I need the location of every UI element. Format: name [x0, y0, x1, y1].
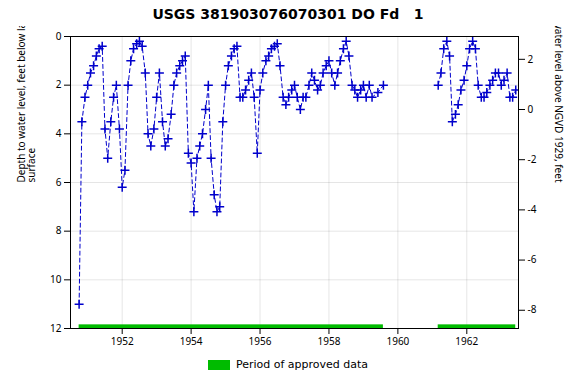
svg-text:6: 6: [56, 175, 62, 189]
svg-text:Groundwater level above NGVD 1: Groundwater level above NGVD 1929, feet: [552, 26, 566, 183]
svg-text:8: 8: [56, 223, 62, 237]
svg-text:1956: 1956: [249, 334, 272, 348]
svg-text:1960: 1960: [386, 334, 409, 348]
svg-text:0: 0: [56, 29, 62, 43]
svg-text:-4: -4: [528, 202, 537, 216]
svg-text:1952: 1952: [111, 334, 134, 348]
svg-text:-8: -8: [528, 302, 537, 316]
svg-text:4: 4: [56, 126, 62, 140]
html-text:Period of approved data: Period of approved data: [235, 358, 369, 371]
svg-text:1958: 1958: [318, 334, 341, 348]
svg-text:10: 10: [50, 272, 62, 286]
svg-text:-6: -6: [528, 252, 537, 266]
svg-text:1954: 1954: [180, 334, 203, 348]
svg-text:1962: 1962: [455, 334, 478, 348]
svg-text:-2: -2: [528, 152, 537, 166]
svg-text:0: 0: [528, 102, 534, 116]
svg-text:2: 2: [528, 52, 534, 66]
html-text:USGS 381903076070301 DO Fd 1: USGS 381903076070301 DO Fd 1: [152, 6, 424, 22]
svg-text:12: 12: [50, 321, 62, 335]
svg-text:Depth to water level, feet bel: Depth to water level, feet below landsur…: [14, 26, 38, 183]
svg-text:2: 2: [56, 77, 62, 91]
